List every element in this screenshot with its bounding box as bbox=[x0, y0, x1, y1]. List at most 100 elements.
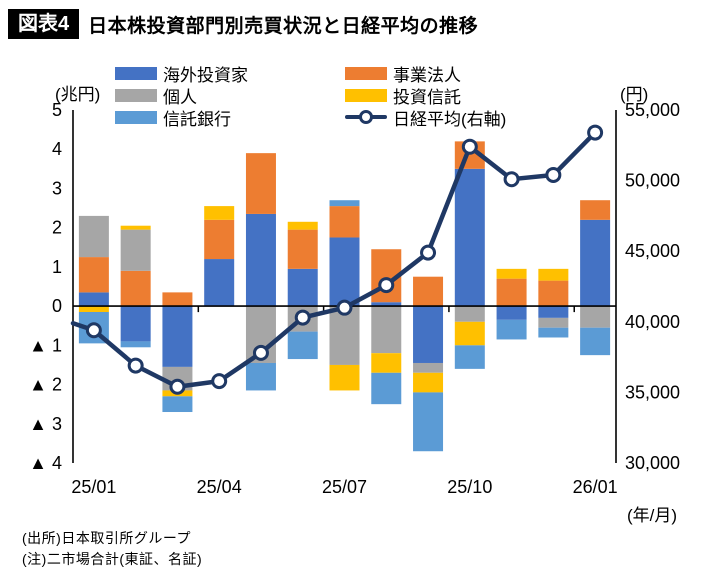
legend-label: 事業法人 bbox=[393, 65, 461, 85]
left-axis-unit-label: (兆円) bbox=[55, 85, 101, 104]
bar-segment-個人 bbox=[454, 306, 485, 322]
bar-segment-投資信託 bbox=[413, 372, 444, 393]
bar-segment-海外投資家 bbox=[496, 306, 527, 320]
bar-segment-海外投資家 bbox=[454, 168, 485, 307]
left-axis-tick-label: ▲ 4 bbox=[29, 453, 62, 473]
nikkei-marker bbox=[587, 124, 604, 141]
legend-item-investment-trusts: 投資信託 bbox=[345, 86, 461, 107]
bar-segment-海外投資家 bbox=[162, 306, 193, 367]
left-axis-tick-label: ▲ 2 bbox=[29, 375, 62, 395]
bar-segment-信託銀行 bbox=[287, 331, 318, 360]
bar-segment-投資信託 bbox=[496, 268, 527, 279]
bar-segment-投資信託 bbox=[329, 364, 360, 391]
bar-segment-事業法人 bbox=[78, 257, 109, 293]
bar-segment-海外投資家 bbox=[120, 306, 151, 342]
bar-segment-信託銀行 bbox=[496, 319, 527, 340]
right-axis-tick-label: 45,000 bbox=[625, 241, 680, 261]
figure-number-badge: 図表4 bbox=[8, 9, 80, 39]
legend-item-nikkei-average: 日経平均(右軸) bbox=[345, 108, 506, 129]
bar-segment-投資信託 bbox=[120, 225, 151, 230]
bar-segment-個人 bbox=[329, 306, 360, 365]
bar-segment-個人 bbox=[120, 229, 151, 271]
bar-segment-海外投資家 bbox=[245, 213, 276, 307]
nikkei-marker bbox=[294, 309, 311, 326]
nikkei-marker bbox=[503, 171, 520, 188]
bar-segment-海外投資家 bbox=[287, 268, 318, 307]
nikkei-marker bbox=[420, 244, 437, 261]
nikkei-marker bbox=[169, 378, 186, 395]
bar-segment-個人 bbox=[538, 317, 569, 328]
legend-swatch-investment-trusts bbox=[345, 88, 387, 102]
source-note: (出所)日本取引所グループ bbox=[22, 530, 191, 546]
bar-segment-個人 bbox=[371, 306, 402, 354]
nikkei-marker bbox=[127, 357, 144, 374]
bar-segment-海外投資家 bbox=[329, 237, 360, 307]
bar-segment-海外投資家 bbox=[204, 259, 235, 307]
figure-header: 図表4 日本株投資部門別売買状況と日経平均の推移 bbox=[8, 9, 478, 39]
bar-segment-投資信託 bbox=[538, 268, 569, 281]
bar-segment-投資信託 bbox=[371, 353, 402, 373]
left-axis-tick-label: 0 bbox=[52, 296, 62, 316]
legend-swatch-business-corporations bbox=[345, 66, 387, 80]
legend-item-business-corporations: 事業法人 bbox=[345, 64, 461, 85]
left-axis-tick-label: 5 bbox=[52, 100, 62, 120]
bar-segment-海外投資家 bbox=[580, 219, 611, 307]
bar-segment-海外投資家 bbox=[78, 292, 109, 307]
x-axis-unit-label: (年/月) bbox=[627, 506, 678, 525]
right-axis-tick-label: 30,000 bbox=[625, 453, 680, 473]
x-axis-tick-label: 25/10 bbox=[447, 477, 492, 497]
bar-segment-信託銀行 bbox=[454, 345, 485, 369]
nikkei-line-icon bbox=[345, 109, 387, 125]
legend-label: 海外投資家 bbox=[163, 65, 248, 85]
bar-segment-信託銀行 bbox=[120, 341, 151, 348]
right-axis-tick-label: 55,000 bbox=[625, 100, 680, 120]
left-axis-tick-label: ▲ 1 bbox=[29, 335, 62, 355]
nikkei-marker bbox=[252, 344, 269, 361]
bar-segment-個人 bbox=[413, 362, 444, 373]
legend-label: 個人 bbox=[163, 87, 197, 107]
nikkei-marker bbox=[545, 166, 562, 183]
bar-segment-事業法人 bbox=[287, 229, 318, 269]
nikkei-marker bbox=[378, 277, 395, 294]
bar-segment-事業法人 bbox=[120, 270, 151, 307]
legend-label: 投資信託 bbox=[393, 87, 461, 107]
legend-swatch-foreign-investors bbox=[115, 66, 157, 80]
legend-item-trust-banks: 信託銀行 bbox=[115, 108, 231, 129]
x-axis-tick-label: 25/01 bbox=[71, 477, 116, 497]
legend-item-foreign-investors: 海外投資家 bbox=[115, 64, 248, 85]
bar-segment-投資信託 bbox=[78, 306, 109, 312]
bar-segment-事業法人 bbox=[245, 153, 276, 214]
bar-segment-個人 bbox=[78, 215, 109, 258]
bar-segment-海外投資家 bbox=[413, 306, 444, 363]
bar-segment-事業法人 bbox=[413, 276, 444, 307]
bar-segment-投資信託 bbox=[287, 221, 318, 230]
right-axis-unit-label: (円) bbox=[620, 85, 649, 104]
nikkei-marker bbox=[85, 322, 102, 339]
bar-segment-事業法人 bbox=[162, 292, 193, 307]
bar-segment-信託銀行 bbox=[580, 327, 611, 356]
legend-label: 信託銀行 bbox=[163, 109, 231, 129]
bar-segment-信託銀行 bbox=[245, 362, 276, 391]
bar-segment-海外投資家 bbox=[371, 302, 402, 307]
right-axis-tick-label: 35,000 bbox=[625, 382, 680, 402]
bar-segment-信託銀行 bbox=[162, 396, 193, 413]
left-axis-tick-label: 3 bbox=[52, 178, 62, 198]
x-axis-tick-label: 26/01 bbox=[573, 477, 618, 497]
bar-segment-投資信託 bbox=[454, 321, 485, 346]
bar-segment-事業法人 bbox=[329, 206, 360, 238]
bar-segment-事業法人 bbox=[496, 278, 527, 307]
legend-swatch-individuals bbox=[115, 88, 157, 102]
bar-segment-信託銀行 bbox=[371, 372, 402, 405]
bar-segment-事業法人 bbox=[580, 200, 611, 220]
left-axis-tick-label: ▲ 3 bbox=[29, 414, 62, 434]
bar-segment-個人 bbox=[580, 306, 611, 328]
x-axis-tick-label: 25/04 bbox=[197, 477, 242, 497]
left-axis-tick-label: 1 bbox=[52, 257, 62, 277]
bar-segment-信託銀行 bbox=[538, 327, 569, 338]
page-title: 日本株投資部門別売買状況と日経平均の推移 bbox=[88, 15, 479, 37]
nikkei-marker bbox=[461, 138, 478, 155]
legend-label: 日経平均(右軸) bbox=[393, 109, 507, 129]
left-axis-tick-label: 2 bbox=[52, 218, 62, 238]
legend-swatch-trust-banks bbox=[115, 110, 157, 124]
